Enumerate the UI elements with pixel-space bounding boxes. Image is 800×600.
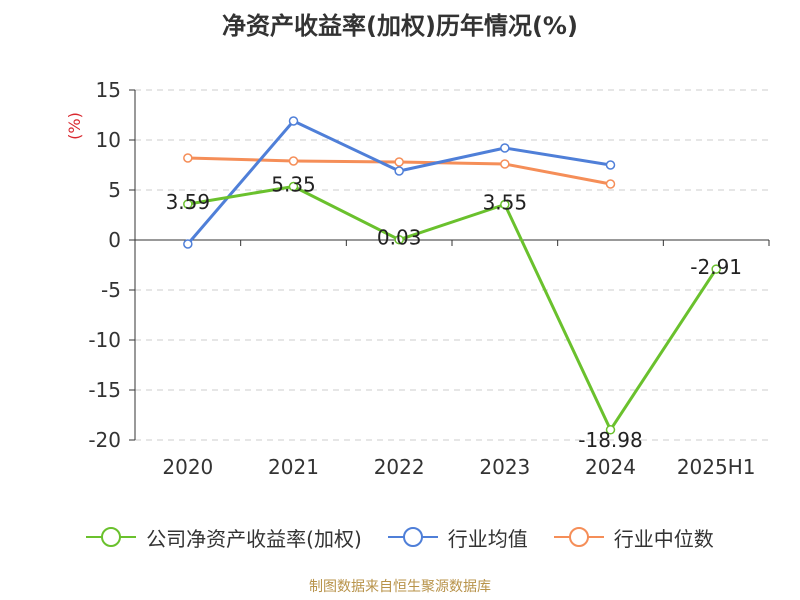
- data-point: [605, 179, 616, 189]
- legend-line-circle-icon: [387, 527, 438, 547]
- data-label: 3.59: [166, 190, 211, 214]
- series-line: [187, 185, 718, 432]
- data-point: [288, 116, 299, 126]
- data-point: [711, 264, 721, 274]
- legend-line-circle-icon: [553, 527, 604, 547]
- x-tick-label: 2024: [585, 455, 636, 479]
- data-point: [394, 166, 404, 176]
- data-point: [500, 159, 510, 169]
- y-tick-label: 15: [96, 78, 121, 102]
- data-point: [183, 199, 193, 209]
- y-tick-label: -5: [101, 278, 121, 302]
- source-note: 制图数据来自恒生聚源数据库: [309, 579, 491, 595]
- axes: 15 10 5 0 -5 -10 -15 -20 2020 2021 2022 2023 2024 202…: [65, 78, 770, 479]
- data-labels: 3.59 5.35 0.03 3.55 -18.98 -2.91: [166, 173, 742, 452]
- data-point: [288, 156, 299, 166]
- legend-entry[interactable]: 行业中位数: [553, 523, 714, 552]
- data-point: [183, 239, 193, 249]
- data-point: [605, 160, 616, 170]
- legend-entry[interactable]: 行业均值: [387, 523, 528, 552]
- data-point: [394, 234, 404, 245]
- x-tick-label: 2022: [374, 455, 425, 479]
- data-label: -2.91: [690, 255, 742, 279]
- data-label: 5.35: [271, 173, 316, 197]
- y-tick-label: -15: [88, 378, 121, 402]
- data-point: [500, 143, 510, 153]
- data-point: [394, 157, 404, 167]
- data-label: -18.98: [578, 428, 642, 452]
- data-label: 3.55: [483, 191, 528, 215]
- data-point: [183, 153, 193, 163]
- y-tick-label: 10: [96, 128, 121, 152]
- legend-line-circle-icon: [86, 527, 137, 547]
- y-tick-label: -20: [88, 428, 121, 452]
- legend-entry[interactable]: 公司净资产收益率(加权): [86, 523, 362, 552]
- x-tick-label: 2021: [268, 455, 319, 479]
- data-label: 0.03: [377, 226, 422, 250]
- data-point: [500, 199, 510, 210]
- y-tick-label: 0: [108, 228, 121, 252]
- y-tick-label: 5: [108, 178, 121, 202]
- series-lines: [183, 116, 721, 435]
- grid-lines: [135, 89, 769, 441]
- y-tick-label: -10: [88, 328, 121, 352]
- chart-title: 净资产收益率(加权)历年情况(%): [222, 12, 578, 40]
- legend: 公司净资产收益率(加权) 行业均值 行业中位数: [0, 520, 800, 554]
- legend-label: 行业均值: [447, 526, 528, 551]
- x-tick-label: 2023: [479, 455, 530, 479]
- legend-label: 行业中位数: [613, 526, 714, 551]
- legend-label: 公司净资产收益率(加权): [146, 526, 362, 551]
- x-tick-label: 2020: [162, 455, 213, 479]
- data-point: [605, 425, 616, 435]
- x-tick-label: 2025H1: [677, 455, 756, 479]
- data-point: [288, 181, 299, 192]
- y-axis-label: (%): [65, 112, 84, 140]
